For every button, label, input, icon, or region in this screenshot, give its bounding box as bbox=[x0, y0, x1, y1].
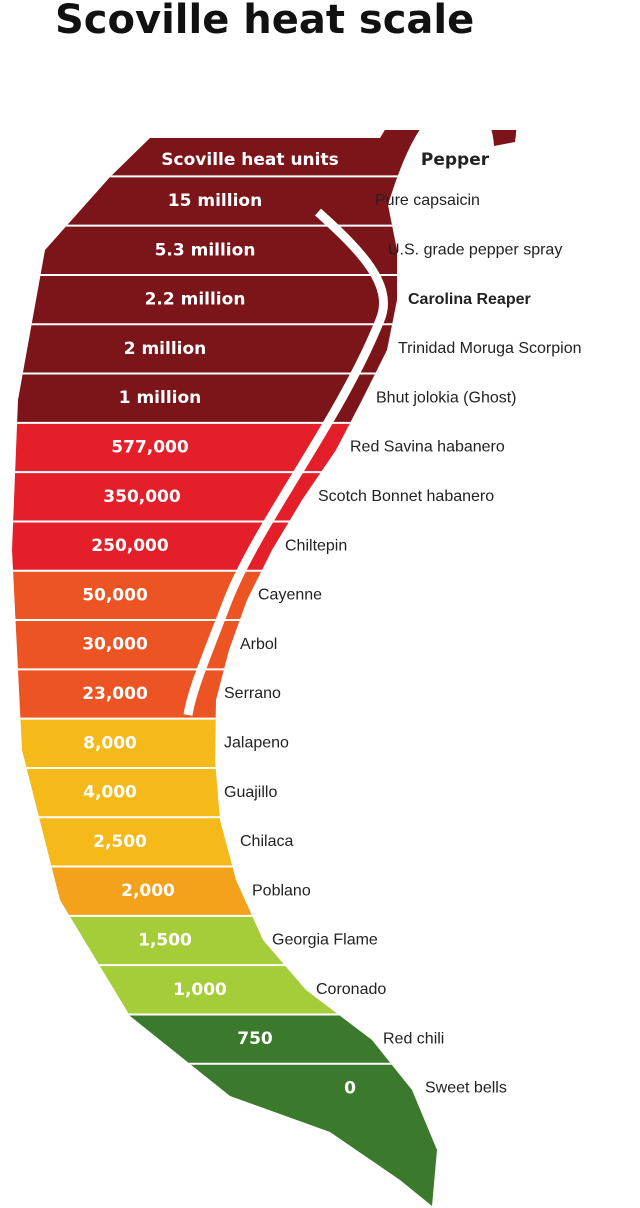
pepper-label: Arbol bbox=[240, 636, 277, 653]
heat-label: 50,000 bbox=[82, 585, 148, 605]
heat-label: 15 million bbox=[168, 191, 262, 211]
pepper-label: Bhut jolokia (Ghost) bbox=[376, 389, 517, 406]
heat-label: 8,000 bbox=[83, 733, 137, 753]
band bbox=[12, 866, 517, 916]
pepper-label: Red chili bbox=[383, 1030, 444, 1047]
band bbox=[12, 1014, 517, 1064]
pepper-label: Trinidad Moruga Scorpion bbox=[398, 340, 582, 357]
heat-label: 2,000 bbox=[121, 881, 175, 901]
heat-label: 2 million bbox=[124, 339, 207, 359]
pepper-label: Jalapeno bbox=[224, 735, 289, 752]
pepper-label: Cayenne bbox=[258, 587, 322, 604]
pepper-label: Sweet bells bbox=[425, 1080, 507, 1097]
heat-label: 0 bbox=[344, 1078, 356, 1098]
title: Scoville heat scale bbox=[55, 0, 474, 43]
heat-label: 2.2 million bbox=[145, 290, 246, 310]
heat-label: 250,000 bbox=[91, 536, 169, 556]
pepper-label: Carolina Reaper bbox=[408, 291, 531, 308]
heat-label: 30,000 bbox=[82, 635, 148, 655]
band bbox=[12, 373, 517, 423]
heat-label: 577,000 bbox=[111, 438, 189, 458]
pepper-label: Red Savina habanero bbox=[350, 439, 505, 456]
band bbox=[12, 1063, 517, 1206]
labels: 15 million Pure capsaicin 5.3 million U.S. … bbox=[82, 191, 581, 1098]
pepper-label: Poblano bbox=[252, 882, 311, 899]
header-pepper: Pepper bbox=[421, 150, 490, 170]
pepper-label: Chiltepin bbox=[285, 537, 347, 554]
heat-label: 350,000 bbox=[103, 487, 181, 507]
pepper-label: Guajillo bbox=[224, 784, 277, 801]
heat-label: 4,000 bbox=[83, 783, 137, 803]
band bbox=[12, 274, 517, 325]
pepper-label: Coronado bbox=[316, 981, 386, 998]
pepper-label: Pure capsaicin bbox=[375, 192, 480, 209]
heat-label: 750 bbox=[237, 1029, 273, 1049]
pepper-label: Chilaca bbox=[240, 833, 293, 850]
heat-label: 1,500 bbox=[138, 931, 192, 951]
pepper-label: U.S. grade pepper spray bbox=[388, 242, 562, 259]
pepper-label: Scotch Bonnet habanero bbox=[318, 488, 494, 505]
heat-label: 5.3 million bbox=[155, 240, 256, 260]
slit bbox=[183, 208, 389, 716]
heat-label: 1,000 bbox=[173, 980, 227, 1000]
heat-label: 23,000 bbox=[82, 684, 148, 704]
pepper-shape bbox=[12, 130, 517, 1206]
heat-label: 2,500 bbox=[93, 832, 147, 852]
header-heat: Scoville heat units bbox=[161, 150, 338, 170]
heat-label: 1 million bbox=[119, 388, 202, 408]
pepper-label: Serrano bbox=[224, 685, 281, 702]
pepper-label: Georgia Flame bbox=[272, 932, 378, 949]
